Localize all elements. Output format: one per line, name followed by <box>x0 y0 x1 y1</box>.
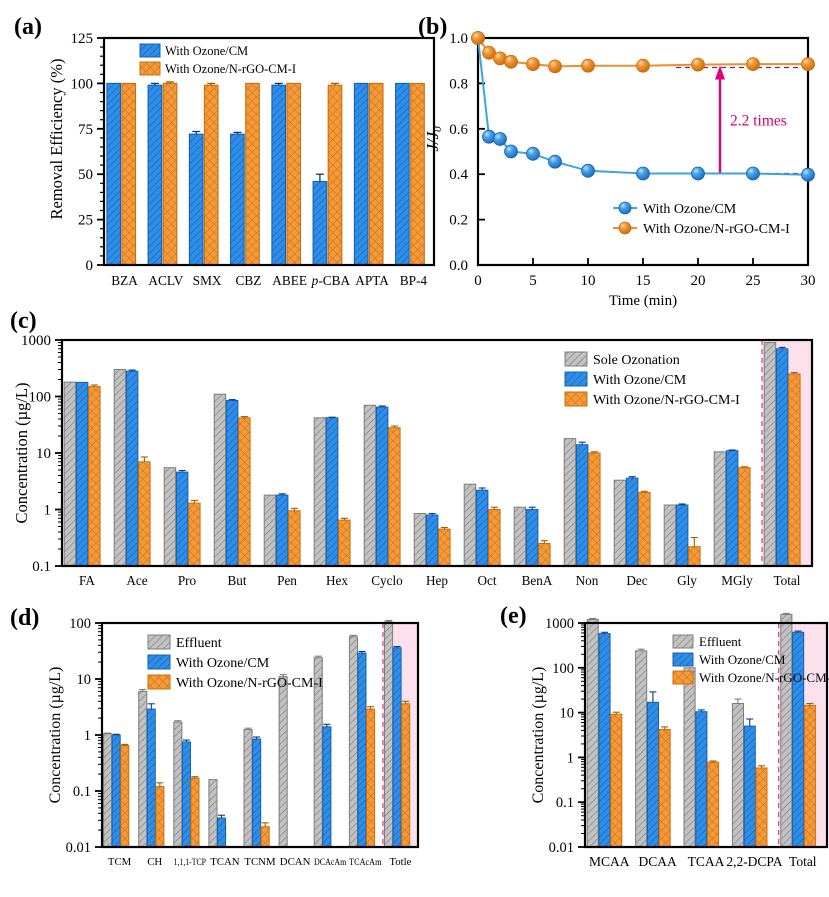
svg-text:1: 1 <box>44 503 52 519</box>
svg-text:Effluent: Effluent <box>699 634 742 649</box>
svg-text:0.4: 0.4 <box>449 167 468 183</box>
svg-text:100: 100 <box>69 616 91 632</box>
svg-text:1.0: 1.0 <box>449 31 468 47</box>
svg-text:75: 75 <box>78 122 93 138</box>
svg-text:Time (min): Time (min) <box>609 293 677 309</box>
svg-text:ABEE: ABEE <box>272 273 307 288</box>
svg-text:DCAN: DCAN <box>280 856 311 868</box>
svg-text:With Ozone/CM: With Ozone/CM <box>176 656 270 671</box>
svg-text:10: 10 <box>581 273 596 289</box>
svg-text:TCAN: TCAN <box>210 856 240 868</box>
svg-text:Effluent: Effluent <box>176 636 222 651</box>
svg-text:50: 50 <box>78 167 93 183</box>
svg-text:1,1,1-TCP: 1,1,1-TCP <box>174 857 206 867</box>
svg-text:1: 1 <box>567 750 574 766</box>
svg-text:With Ozone/N-rGO-CM-I: With Ozone/N-rGO-CM-I <box>165 62 296 76</box>
svg-text:5: 5 <box>529 273 537 289</box>
svg-text:CH: CH <box>147 856 162 868</box>
svg-text:Concentration (µg/L): Concentration (µg/L) <box>12 382 31 523</box>
svg-text:0.01: 0.01 <box>66 840 91 856</box>
svg-text:0.1: 0.1 <box>556 795 574 811</box>
svg-text:0: 0 <box>86 258 94 274</box>
svg-text:TCAcAm: TCAcAm <box>349 857 381 867</box>
svg-text:With Ozone/CM: With Ozone/CM <box>593 373 687 388</box>
svg-text:With Ozone/N-rGO-CM-I: With Ozone/N-rGO-CM-I <box>643 222 790 237</box>
svg-text:Sole Ozonation: Sole Ozonation <box>593 353 680 368</box>
svg-text:0.1: 0.1 <box>73 784 91 800</box>
svg-text:25: 25 <box>78 213 93 229</box>
svg-text:Dec: Dec <box>626 573 647 588</box>
svg-text:TCM: TCM <box>108 856 132 868</box>
svg-text:0.0: 0.0 <box>449 258 468 274</box>
svg-text:20: 20 <box>691 273 706 289</box>
svg-text:SMX: SMX <box>193 273 222 288</box>
svg-text:FA: FA <box>79 573 95 588</box>
svg-text:Pro: Pro <box>178 573 197 588</box>
svg-text:TCAA: TCAA <box>688 854 725 869</box>
svg-text:30: 30 <box>801 273 816 289</box>
svg-text:BZA: BZA <box>111 273 138 288</box>
svg-text:CBZ: CBZ <box>235 273 261 288</box>
svg-text:Concentration (µg/L): Concentration (µg/L) <box>530 667 547 804</box>
svg-text:0.2: 0.2 <box>449 213 468 229</box>
svg-text:2.2 times: 2.2 times <box>730 113 787 130</box>
svg-text:Pen: Pen <box>277 573 297 588</box>
svg-text:Total: Total <box>789 854 817 869</box>
svg-text:2,2-DCPA: 2,2-DCPA <box>726 854 782 869</box>
svg-text:0.8: 0.8 <box>449 76 468 92</box>
svg-text:Non: Non <box>576 573 599 588</box>
svg-text:Gly: Gly <box>677 573 697 588</box>
svg-text:1000: 1000 <box>21 333 51 349</box>
svg-text:DCAcAm: DCAcAm <box>314 857 346 867</box>
svg-text:Hep: Hep <box>426 573 448 588</box>
svg-text:100: 100 <box>29 390 52 406</box>
svg-text:0: 0 <box>474 273 482 289</box>
svg-text:1: 1 <box>84 728 91 744</box>
svg-text:15: 15 <box>636 273 651 289</box>
svg-text:Removal Efficiency (%): Removal Efficiency (%) <box>47 59 66 220</box>
svg-text:DCAA: DCAA <box>638 854 677 869</box>
svg-text:With Ozone/N-rGO-CM-I: With Ozone/N-rGO-CM-I <box>176 676 323 691</box>
svg-text:MCAA: MCAA <box>589 854 630 869</box>
svg-text:Concentration (µg/L): Concentration (µg/L) <box>47 667 64 804</box>
svg-text:0.1: 0.1 <box>32 559 51 575</box>
svg-text:Hex: Hex <box>326 573 348 588</box>
svg-text:Oct: Oct <box>477 573 496 588</box>
svg-text:With Ozone/CM: With Ozone/CM <box>643 202 737 217</box>
svg-text:10: 10 <box>36 446 51 462</box>
svg-text:J/J0: J/J0 <box>423 126 444 152</box>
svg-text:APTA: APTA <box>355 273 389 288</box>
svg-text:100: 100 <box>71 76 94 92</box>
svg-text:TCNM: TCNM <box>244 856 276 868</box>
svg-text:With Ozone/N-rGO-CM-I: With Ozone/N-rGO-CM-I <box>699 670 829 685</box>
svg-text:MGly: MGly <box>721 573 753 588</box>
svg-text:Cyclo: Cyclo <box>371 573 403 588</box>
svg-text:ACLV: ACLV <box>148 273 183 288</box>
svg-text:10: 10 <box>77 672 92 688</box>
svg-text:With Ozone/CM: With Ozone/CM <box>165 44 248 58</box>
svg-text:p-CBA: p-CBA <box>311 273 351 288</box>
svg-text:With Ozone/CM: With Ozone/CM <box>699 652 786 667</box>
svg-text:BenA: BenA <box>522 573 553 588</box>
svg-text:With Ozone/N-rGO-CM-I: With Ozone/N-rGO-CM-I <box>593 393 740 408</box>
svg-text:1000: 1000 <box>545 616 574 632</box>
svg-text:100: 100 <box>552 661 574 677</box>
svg-text:Total: Total <box>774 573 801 588</box>
svg-text:10: 10 <box>560 706 575 722</box>
svg-text:25: 25 <box>746 273 761 289</box>
svg-text:0.01: 0.01 <box>549 840 574 856</box>
svg-text:Ace: Ace <box>126 573 147 588</box>
svg-text:But: But <box>227 573 246 588</box>
svg-text:0.6: 0.6 <box>449 122 468 138</box>
svg-text:Totle: Totle <box>389 856 411 868</box>
svg-text:125: 125 <box>71 31 94 47</box>
